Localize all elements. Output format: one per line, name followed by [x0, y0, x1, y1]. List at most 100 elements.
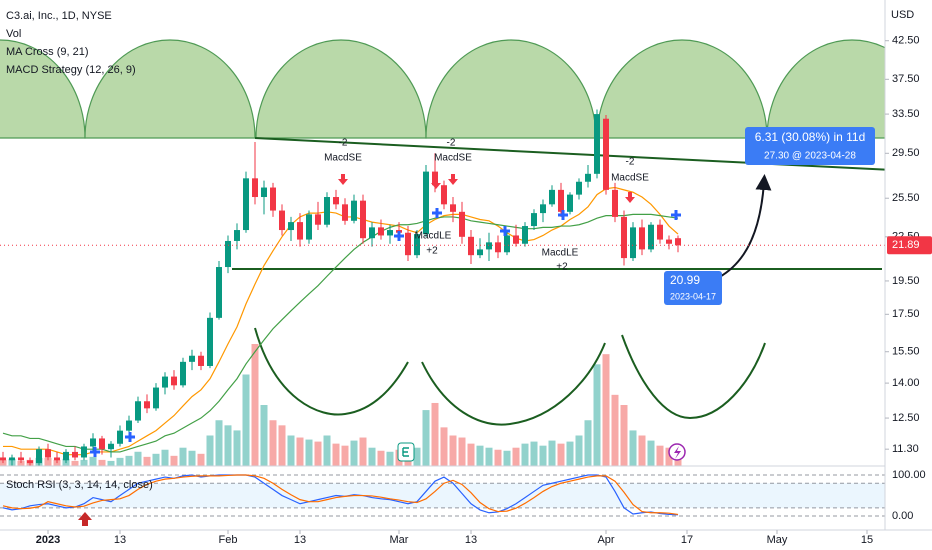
arc-drawings — [0, 39, 885, 139]
candle-body — [0, 457, 6, 461]
candle-body — [612, 189, 618, 217]
volume-bar — [323, 435, 331, 466]
sell-arrow — [448, 174, 458, 185]
candle-layer — [0, 109, 681, 466]
volume-bar — [188, 450, 196, 466]
x-tick-label: Apr — [597, 534, 614, 546]
candle-body — [630, 227, 636, 259]
candle-body — [72, 451, 78, 458]
candle-body — [117, 430, 123, 444]
volume-bar — [242, 374, 250, 466]
volume-bar — [224, 425, 232, 466]
cross-marker — [394, 231, 404, 241]
dividend-marker — [78, 512, 92, 526]
currency-label: USD — [891, 9, 914, 21]
sell-arrow — [338, 174, 348, 185]
volume-bar — [503, 450, 511, 466]
sell-arrow — [431, 178, 441, 189]
candle-body — [477, 249, 483, 256]
candle-body — [54, 457, 60, 461]
candle-body — [675, 238, 681, 246]
projection-text: 6.31 (30.08%) in 11d — [755, 130, 866, 144]
signal-label: MacdSE — [434, 153, 472, 164]
legend: C3.ai, Inc., 1D, NYSE Vol MA Cross (9, 2… — [6, 10, 153, 491]
cross-marker — [671, 210, 681, 220]
x-tick-label: May — [767, 534, 788, 546]
volume-bar — [413, 447, 421, 466]
volume-bar — [557, 443, 565, 466]
candle-body — [441, 185, 447, 205]
candle-body — [189, 355, 195, 362]
volume-bar — [656, 445, 664, 466]
volume-bar — [107, 460, 115, 466]
volume-bar — [530, 441, 538, 466]
candle-body — [252, 178, 258, 198]
volume-layer — [0, 344, 682, 466]
candle-body — [585, 173, 591, 182]
last-price-label: 21.89 — [892, 239, 920, 251]
volume-bar — [458, 437, 466, 466]
volume-bar — [269, 420, 277, 466]
candle-body — [549, 189, 555, 205]
y-tick-label: 17.50 — [892, 308, 920, 320]
volume-bar — [260, 405, 268, 466]
candle-body — [333, 197, 339, 205]
x-tick-label: Feb — [219, 534, 238, 546]
volume-bar — [368, 447, 376, 466]
signal-layer: -2 MacdSE -2 MacdSE MacdLE +2 MacdLE +2 -2 MacdSE — [90, 138, 681, 457]
volume-bar — [197, 453, 205, 466]
volume-bar — [215, 420, 223, 466]
start-date: 2023-04-17 — [670, 291, 716, 301]
cross-marker — [432, 208, 442, 218]
candle-body — [594, 114, 600, 174]
volume-bar — [548, 440, 556, 466]
candle-body — [36, 449, 42, 464]
y-tick-label: 19.50 — [892, 275, 920, 287]
volume-bar — [512, 447, 520, 466]
ma-line — [2, 213, 679, 453]
signal-label: -2 — [447, 138, 456, 149]
volume-bar — [521, 443, 529, 466]
candle-body — [288, 222, 294, 231]
candle-body — [27, 460, 33, 464]
y-tick-label: 12.50 — [892, 412, 920, 424]
volume-bar — [422, 410, 430, 466]
candle-body — [306, 214, 312, 240]
candle-body — [81, 446, 87, 458]
volume-bar — [341, 445, 349, 466]
y-tick-label: 15.50 — [892, 346, 920, 358]
volume-bar — [431, 402, 439, 466]
projection-box: 6.31 (30.08%) in 11d 27.30 @ 2023-04-28 … — [664, 127, 875, 305]
candle-body — [513, 235, 519, 244]
stoch-tick-label: 0.00 — [892, 510, 913, 522]
start-box-bg — [664, 271, 722, 305]
indicator-label: Vol — [6, 28, 21, 40]
arc-drawing — [766, 39, 885, 139]
volume-bar — [359, 437, 367, 466]
candle-body — [162, 376, 168, 388]
volume-bar — [98, 459, 106, 466]
stoch-title: Stoch RSI (3, 3, 14, 14, close) — [6, 479, 153, 491]
stoch-pane — [0, 474, 885, 517]
chart-title: C3.ai, Inc., 1D, NYSE — [6, 10, 112, 22]
candle-body — [522, 226, 528, 244]
candle-body — [153, 387, 159, 409]
sell-arrow — [625, 192, 635, 203]
volume-bar — [134, 451, 142, 466]
projection-target: 27.30 @ 2023-04-28 — [764, 151, 856, 162]
x-tick-label: 17 — [681, 534, 693, 546]
candle-body — [99, 438, 105, 450]
stoch-band-fill — [0, 483, 885, 508]
volume-bar — [44, 457, 52, 466]
candle-body — [378, 227, 384, 236]
volume-bar — [125, 455, 133, 466]
candle-body — [126, 420, 132, 431]
volume-bar — [584, 420, 592, 466]
candle-body — [108, 443, 114, 450]
x-tick-label: 15 — [861, 534, 873, 546]
y-tick-label: 14.00 — [892, 377, 920, 389]
cup-curve — [621, 334, 766, 420]
signal-label: +2 — [556, 262, 568, 273]
volume-bar — [467, 443, 475, 466]
x-tick-label: Mar — [390, 534, 409, 546]
